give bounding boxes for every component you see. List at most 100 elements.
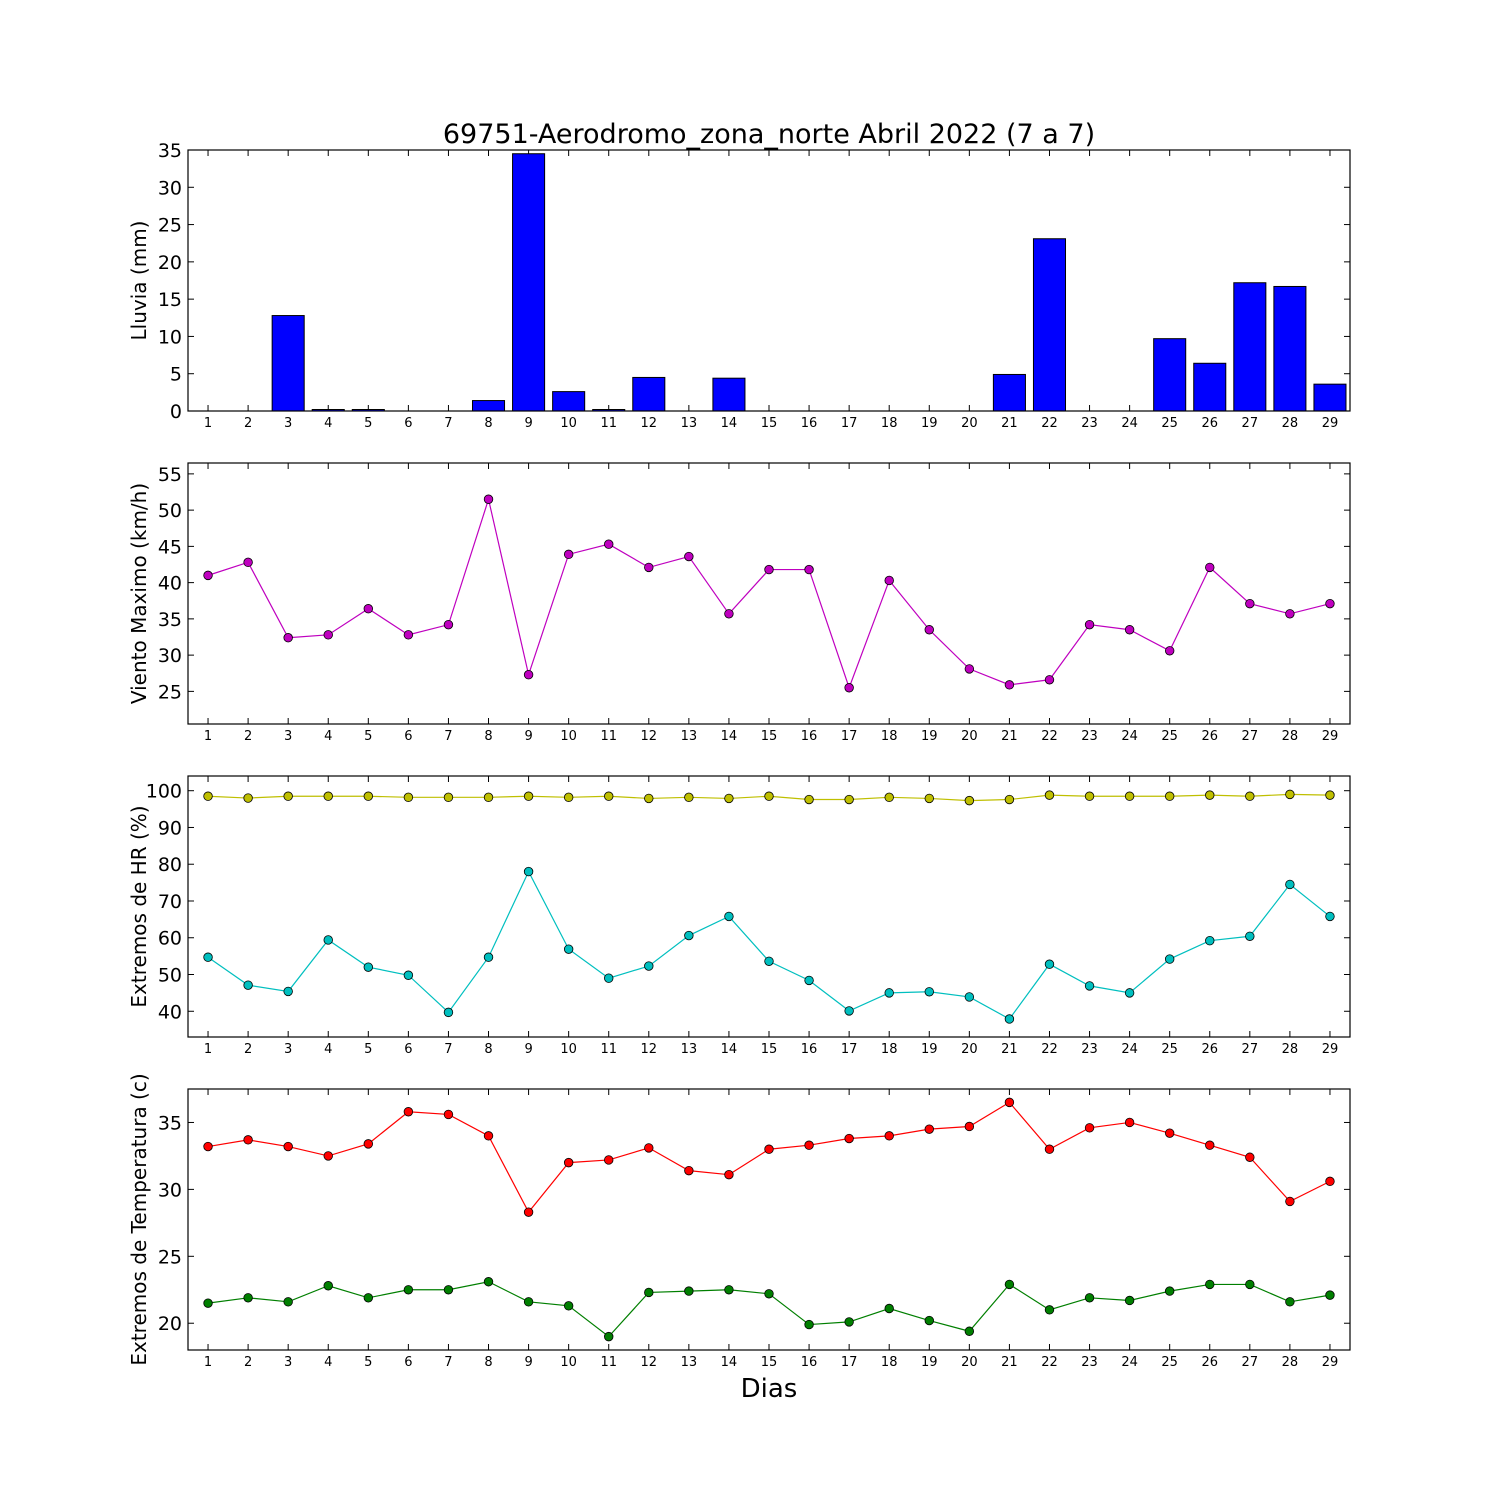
x-tick-label: 29 xyxy=(1322,729,1339,744)
x-tick-label: 27 xyxy=(1242,1355,1259,1370)
x-tick-label: 24 xyxy=(1121,1355,1138,1370)
point-series-2-day-1 xyxy=(203,952,213,962)
point-series-1-day-2 xyxy=(243,557,253,568)
point-series-2-day-8 xyxy=(483,952,494,962)
point-series-1-day-19 xyxy=(924,793,934,804)
point-series-1-day-7 xyxy=(443,792,454,803)
x-tick-label: 8 xyxy=(484,729,492,744)
point-series-1-day-22 xyxy=(1044,790,1055,800)
bar-day-3 xyxy=(271,315,305,412)
point-series-2-day-20 xyxy=(964,992,975,1002)
x-tick-label: 23 xyxy=(1081,1042,1098,1057)
point-series-1-day-14 xyxy=(724,609,734,619)
point-series-1-day-4 xyxy=(323,791,333,801)
y-tick-label: 45 xyxy=(158,536,182,558)
point-series-1-day-11 xyxy=(604,539,614,549)
point-series-1-day-28 xyxy=(1285,609,1295,619)
x-tick-label: 14 xyxy=(721,729,738,744)
point-series-2-day-25 xyxy=(1164,1286,1175,1296)
point-series-1-day-10 xyxy=(563,792,574,803)
x-tick-label: 9 xyxy=(524,416,532,431)
point-series-1-day-16 xyxy=(804,1140,814,1150)
x-tick-label: 2 xyxy=(244,729,252,744)
x-tick-label: 16 xyxy=(801,416,818,431)
x-tick-label: 15 xyxy=(761,729,778,744)
point-series-1-day-20 xyxy=(964,1121,975,1132)
y-tick-label: 10 xyxy=(158,326,182,348)
x-tick-label: 11 xyxy=(600,1042,617,1057)
y-tick-label: 25 xyxy=(158,1246,182,1268)
x-tick-label: 1 xyxy=(204,729,212,744)
bar-day-14 xyxy=(712,377,746,412)
point-series-2-day-19 xyxy=(924,1315,934,1326)
x-tick-label: 6 xyxy=(404,1355,412,1370)
x-tick-label: 6 xyxy=(404,416,412,431)
x-tick-label: 20 xyxy=(961,416,978,431)
point-series-1-day-29 xyxy=(1325,1176,1335,1187)
y-tick-label: 25 xyxy=(158,215,182,237)
x-tick-label: 17 xyxy=(841,1355,858,1370)
bar-day-27 xyxy=(1233,282,1267,412)
x-tick-label: 16 xyxy=(801,1042,818,1057)
point-series-1-day-26 xyxy=(1205,562,1215,573)
x-tick-label: 4 xyxy=(324,416,332,431)
point-series-1-day-11 xyxy=(604,791,614,801)
x-tick-label: 3 xyxy=(284,1042,292,1057)
y-tick-label: 50 xyxy=(158,965,182,987)
x-tick-label: 25 xyxy=(1161,1355,1178,1370)
point-series-1-day-2 xyxy=(243,1135,253,1145)
x-tick-label: 4 xyxy=(324,1042,332,1057)
axes-frame xyxy=(187,149,1351,412)
point-series-1-day-5 xyxy=(363,604,374,614)
point-series-2-day-22 xyxy=(1044,959,1055,969)
y-axis-label: Lluvia (mm) xyxy=(127,221,151,341)
point-series-2-day-10 xyxy=(563,1301,574,1311)
x-tick-label: 26 xyxy=(1201,1355,1218,1370)
x-tick-label: 12 xyxy=(641,416,658,431)
point-series-1-day-8 xyxy=(483,494,494,504)
y-tick-label: 35 xyxy=(158,140,182,162)
x-tick-label: 22 xyxy=(1041,1355,1058,1370)
point-series-1-day-3 xyxy=(283,633,293,643)
x-tick-label: 15 xyxy=(761,1042,778,1057)
x-tick-label: 10 xyxy=(560,1042,577,1057)
point-series-2-day-11 xyxy=(604,973,614,983)
x-tick-label: 27 xyxy=(1242,1042,1259,1057)
series-line-1 xyxy=(207,1101,1331,1214)
point-series-1-day-9 xyxy=(523,670,534,680)
y-tick-label: 5 xyxy=(170,364,182,386)
x-tick-label: 29 xyxy=(1322,1355,1339,1370)
x-tick-label: 21 xyxy=(1001,1042,1018,1057)
x-tick-label: 18 xyxy=(881,729,898,744)
point-series-1-day-25 xyxy=(1164,646,1175,656)
x-tick-label: 22 xyxy=(1041,1042,1058,1057)
point-series-1-day-21 xyxy=(1004,680,1015,690)
x-tick-label: 12 xyxy=(641,1042,658,1057)
x-tick-label: 17 xyxy=(841,1042,858,1057)
bar-day-26 xyxy=(1193,362,1227,412)
series-line-1 xyxy=(207,496,1331,690)
point-series-1-day-14 xyxy=(724,1169,734,1180)
x-tick-label: 12 xyxy=(641,1355,658,1370)
y-tick-label: 90 xyxy=(158,817,182,839)
point-series-1-day-15 xyxy=(764,1144,774,1154)
x-tick-label: 7 xyxy=(444,729,452,744)
point-series-2-day-3 xyxy=(283,986,293,997)
x-tick-label: 27 xyxy=(1242,729,1259,744)
x-tick-label: 13 xyxy=(681,1355,698,1370)
point-series-1-day-10 xyxy=(563,549,574,560)
point-series-1-day-25 xyxy=(1164,1128,1175,1138)
point-series-2-day-21 xyxy=(1004,1279,1015,1290)
point-series-2-day-17 xyxy=(844,1317,854,1327)
x-tick-label: 26 xyxy=(1201,729,1218,744)
x-tick-label: 26 xyxy=(1201,416,1218,431)
x-tick-label: 3 xyxy=(284,416,292,431)
x-tick-label: 11 xyxy=(600,729,617,744)
x-tick-label: 28 xyxy=(1282,416,1299,431)
bar-day-10 xyxy=(552,391,586,412)
point-series-2-day-21 xyxy=(1004,1014,1015,1024)
point-series-2-day-23 xyxy=(1084,981,1095,991)
x-tick-label: 11 xyxy=(600,416,617,431)
point-series-2-day-28 xyxy=(1285,879,1295,890)
